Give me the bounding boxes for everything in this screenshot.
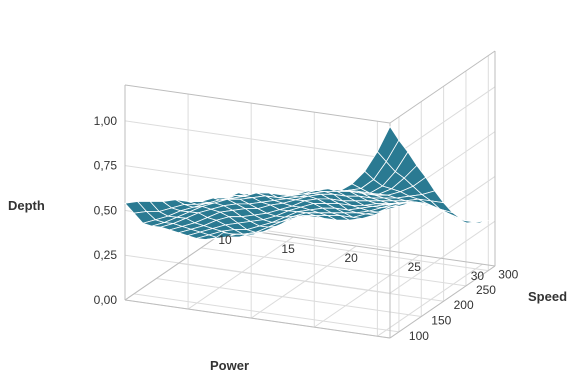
grid-line — [250, 245, 357, 319]
axis-frame-edge — [389, 265, 496, 339]
grid-line — [223, 232, 489, 272]
x-tick-label: 25 — [408, 260, 422, 274]
x-tick-label: 20 — [345, 251, 359, 265]
y-axis-label: Speed — [528, 289, 567, 304]
grid-line — [156, 278, 422, 318]
x-axis-label: Power — [210, 358, 249, 373]
grid-line — [124, 120, 391, 160]
x-tick-label: 30 — [471, 269, 485, 283]
grid-line — [389, 86, 496, 160]
x-tick-label: 10 — [218, 233, 232, 247]
axis-frame-edge — [124, 227, 231, 301]
grid-line — [389, 176, 496, 249]
grid-line — [377, 263, 483, 337]
axis-frame-edge — [389, 50, 496, 124]
surface-layer — [124, 126, 489, 240]
y-tick-label: 100 — [409, 329, 429, 343]
grid-line — [178, 262, 444, 302]
grid-line — [187, 236, 294, 310]
z-tick-label: 0,00 — [94, 293, 118, 307]
grid-line — [389, 220, 496, 294]
z-axis-label: Depth — [8, 198, 45, 213]
axis-frame-edge — [124, 299, 391, 339]
surface-cell — [466, 219, 489, 224]
y-tick-label: 150 — [431, 314, 451, 328]
tick-layer: 0,00 0,25 0,50 0,75 1,00 10 15 20 25 30 1001502002… — [94, 114, 519, 343]
z-tick-label: 0,25 — [94, 248, 118, 262]
grid-line — [314, 254, 420, 328]
y-tick-label: 200 — [454, 298, 474, 312]
z-tick-label: 0,75 — [94, 159, 118, 173]
axis-frame-edge — [124, 84, 391, 124]
z-tick-label: 1,00 — [94, 114, 118, 128]
grid-layer — [124, 50, 496, 339]
y-tick-label: 250 — [476, 283, 496, 297]
y-tick-label: 300 — [498, 268, 518, 282]
z-tick-label: 0,50 — [94, 203, 118, 217]
x-tick-label: 15 — [281, 242, 295, 256]
grid-line — [200, 247, 467, 287]
axis-frame-edge — [229, 227, 496, 267]
grid-line — [133, 293, 400, 333]
